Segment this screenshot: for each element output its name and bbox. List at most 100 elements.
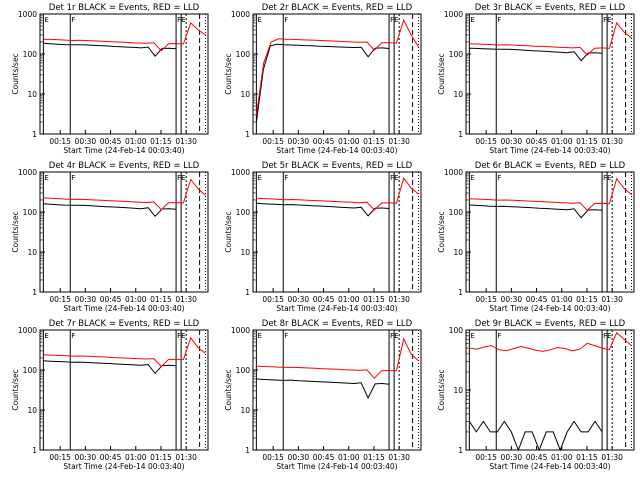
panel-2-ytick-label: 1 bbox=[245, 130, 250, 139]
panel-4-xtick-label: 01:30 bbox=[175, 295, 197, 304]
panel-7-ytick-label: 1 bbox=[32, 446, 37, 455]
panel-8-xtick-label: 01:30 bbox=[388, 453, 410, 462]
panel-6-marker-f: F bbox=[497, 174, 501, 182]
panel-5-series-events bbox=[256, 202, 390, 217]
panel-8-ytick-label: 10 bbox=[240, 406, 250, 415]
panel-9-series-lld bbox=[469, 331, 632, 352]
panel-8-ytick-label: 1000 bbox=[231, 326, 250, 335]
panel-6-xtick-label: 01:00 bbox=[551, 295, 573, 304]
panel-3-ytick-label: 100 bbox=[449, 50, 464, 59]
panel-3-xtick-label: 00:15 bbox=[475, 137, 497, 146]
panel-4-ytick-label: 100 bbox=[23, 208, 38, 217]
panel-9-xtick-label: 00:15 bbox=[475, 453, 497, 462]
panel-4-series-events bbox=[43, 203, 177, 218]
panel-1-xtick-label: 00:15 bbox=[49, 137, 71, 146]
panel-5-ytick-label: 1000 bbox=[231, 168, 250, 177]
panel-3-series-lld bbox=[469, 21, 632, 56]
panel-6-plot-frame bbox=[465, 171, 635, 293]
panel-4-series-lld bbox=[43, 178, 206, 211]
panel-6-xtick-label: 00:45 bbox=[526, 295, 548, 304]
panel-4-ytick-label: 1 bbox=[32, 288, 37, 297]
panel-9-xtick-label: 00:30 bbox=[501, 453, 523, 462]
panel-3-title: Det 3r BLACK = Events, RED = LLD bbox=[475, 3, 626, 13]
panel-3-xtick-label: 00:30 bbox=[501, 137, 523, 146]
panel-3-xtick-label: 01:30 bbox=[601, 137, 623, 146]
panel-5-xtick-label: 00:15 bbox=[262, 295, 284, 304]
panel-6-xlabel: Start Time (24-Feb-14 00:03:40) bbox=[489, 304, 610, 313]
panel-8-title: Det 8r BLACK = Events, RED = LLD bbox=[262, 319, 413, 329]
panel-5-xtick-label: 00:45 bbox=[313, 295, 335, 304]
panel-4-xtick-label: 00:45 bbox=[100, 295, 122, 304]
panel-7-xtick-label: 00:45 bbox=[100, 453, 122, 462]
panel-3-ytick-label: 1000 bbox=[444, 10, 463, 19]
panel-5-marker-e: E bbox=[257, 174, 261, 182]
panel-9-xtick-label: 01:30 bbox=[601, 453, 623, 462]
panel-4-xtick-label: 00:30 bbox=[75, 295, 97, 304]
panel-7-xtick-label: 00:15 bbox=[49, 453, 71, 462]
panel-2-xlabel: Start Time (24-Feb-14 00:03:40) bbox=[276, 146, 397, 155]
panel-2-title: Det 2r BLACK = Events, RED = LLD bbox=[262, 3, 413, 13]
panel-2-marker-e: E bbox=[257, 16, 261, 24]
panel-4-xtick-label: 00:15 bbox=[49, 295, 71, 304]
panel-1-ytick-label: 1000 bbox=[18, 10, 37, 19]
panel-5-marker-f: F bbox=[284, 174, 288, 182]
panel-8-ytick-label: 100 bbox=[236, 366, 251, 375]
panel-8-marker-f: F bbox=[284, 332, 288, 340]
panel-7-ytick-label: 1000 bbox=[18, 326, 37, 335]
panel-2-xtick-label: 01:00 bbox=[338, 137, 360, 146]
panel-6-xtick-label: 00:30 bbox=[501, 295, 523, 304]
panel-9-xtick-label: 00:45 bbox=[526, 453, 548, 462]
panel-8-ylabel: Counts/sec bbox=[224, 369, 233, 410]
panel-2-xtick-label: 01:15 bbox=[363, 137, 385, 146]
panel-4-xlabel: Start Time (24-Feb-14 00:03:40) bbox=[63, 304, 184, 313]
panel-1-xlabel: Start Time (24-Feb-14 00:03:40) bbox=[63, 146, 184, 155]
panel-6-ytick-label: 1000 bbox=[444, 168, 463, 177]
panel-6-marker-fe: FE bbox=[603, 174, 611, 182]
panel-5-xlabel: Start Time (24-Feb-14 00:03:40) bbox=[276, 304, 397, 313]
panel-2-marker-fe: FE bbox=[390, 16, 398, 24]
panel-2-plot-frame bbox=[252, 13, 422, 135]
panel-7-ytick-label: 10 bbox=[27, 406, 37, 415]
panel-9-ytick-label: 100 bbox=[449, 326, 464, 335]
panel-3-plot-frame bbox=[465, 13, 635, 135]
panel-7-series-events bbox=[43, 360, 177, 375]
panel-9-xtick-label: 01:00 bbox=[551, 453, 573, 462]
panel-1-plot-frame bbox=[39, 13, 209, 135]
panel-8-xtick-label: 00:30 bbox=[288, 453, 310, 462]
panel-3-ytick-label: 10 bbox=[453, 90, 463, 99]
panel-4-xtick-label: 01:15 bbox=[150, 295, 172, 304]
panel-9-marker-e: E bbox=[470, 332, 474, 340]
panel-2-ytick-label: 100 bbox=[236, 50, 251, 59]
panel-1-ytick-label: 100 bbox=[23, 50, 38, 59]
panel-5-ytick-label: 1 bbox=[245, 288, 250, 297]
panel-7-series-lld bbox=[43, 336, 206, 368]
panel-9-marker-f: F bbox=[497, 332, 501, 340]
panel-7-ytick-label: 100 bbox=[23, 366, 38, 375]
panel-5-ytick-label: 10 bbox=[240, 248, 250, 257]
panel-8-series-events bbox=[256, 378, 390, 400]
panel-7-marker-fe: FE bbox=[177, 332, 185, 340]
panel-1-xtick-label: 01:15 bbox=[150, 137, 172, 146]
panel-9-ytick-label: 10 bbox=[453, 386, 463, 395]
panel-8-xlabel: Start Time (24-Feb-14 00:03:40) bbox=[276, 462, 397, 471]
panel-2-ytick-label: 1000 bbox=[231, 10, 250, 19]
panel-4-ytick-label: 1000 bbox=[18, 168, 37, 177]
panel-6-xtick-label: 01:30 bbox=[601, 295, 623, 304]
panel-1-ylabel: Counts/sec bbox=[11, 53, 20, 94]
panel-1-title: Det 1r BLACK = Events, RED = LLD bbox=[49, 3, 200, 13]
panel-4-ylabel: Counts/sec bbox=[11, 211, 20, 252]
panel-4-xtick-label: 01:00 bbox=[125, 295, 147, 304]
panel-6-marker-e: E bbox=[470, 174, 474, 182]
panel-9-ytick-label: 1 bbox=[458, 446, 463, 455]
panel-1-marker-fe: FE bbox=[177, 16, 185, 24]
panel-8-series-lld bbox=[256, 337, 419, 380]
panel-3-xtick-label: 00:45 bbox=[526, 137, 548, 146]
panel-1-series-events bbox=[43, 42, 177, 57]
panel-3-xtick-label: 01:00 bbox=[551, 137, 573, 146]
panel-2-series-events bbox=[255, 43, 390, 123]
panel-9-xlabel: Start Time (24-Feb-14 00:03:40) bbox=[489, 462, 610, 471]
panel-6-ytick-label: 1 bbox=[458, 288, 463, 297]
panel-5-plot-frame bbox=[252, 171, 422, 293]
panel-7-plot-frame bbox=[39, 329, 209, 451]
panel-2-marker-f: F bbox=[284, 16, 288, 24]
